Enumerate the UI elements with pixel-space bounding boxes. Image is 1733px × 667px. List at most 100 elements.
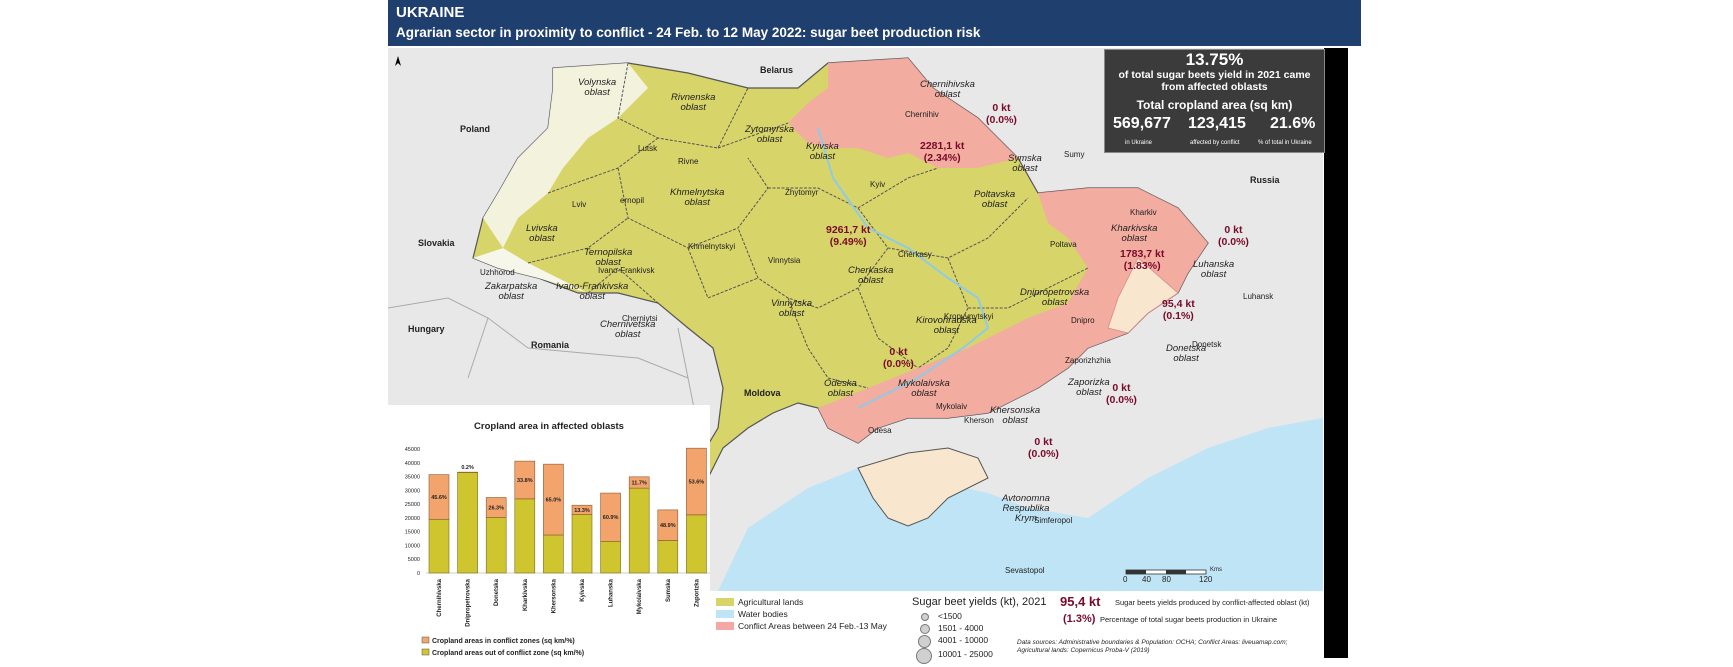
city-kropyvnytskyi: Kropyvnytskyi [944,312,994,321]
city-chernivtsi: Chernivtsi [622,314,658,323]
oblast-symska: Symska oblast [1008,153,1042,174]
map-subtitle: Agrarian sector in proximity to conflict… [396,25,981,40]
oblast-odeska: Odeska oblast [824,378,857,399]
city-ternopil: ernopil [620,196,645,205]
oblast-volynska: Volynska oblast [578,77,617,98]
city-kharkiv: Kharkiv [1130,208,1157,217]
oblast-dnipropetrovska: Dnipropetrovska oblast [1020,287,1090,308]
stats-share: 21.6% [1270,115,1316,132]
city-lviv: Lviv [572,200,587,209]
y-tick-label: 25000 [405,502,420,508]
yield-zaporizka: 0 kt (0.0%) [1106,382,1137,406]
stats-total: 569,677 [1113,115,1171,132]
legend-class-3: 4001 - 10000 [938,635,989,645]
bar-percent-label: 53.6% [689,480,705,486]
x-category-label: Donetska [494,578,500,606]
city-kyiv: Kyiv [870,180,886,189]
scale-80: 80 [1162,575,1171,584]
chart-title: Cropland area in affected oblasts [474,421,624,432]
yield-kyivska: 2281,1 kt (2.34%) [920,140,965,164]
bar-in-conflict [428,474,450,520]
oblast-khersonska: Khersonska oblast [990,405,1041,426]
city-lutsk: Lutsk [638,144,658,153]
oblast-khmelnytska: Khmelnytska oblast [670,187,725,208]
city-simferopol: Simferopol [1034,516,1073,525]
bar-in-conflict [485,497,507,518]
x-category-label: Khersonska [551,578,557,613]
bar-out-of-zone [485,517,507,574]
bar-in-conflict [543,463,564,536]
legend-example-pct-desc: Percentage of total sugar beets producti… [1100,615,1278,624]
x-category-label: Kyivska [580,578,586,601]
crimea [857,447,989,527]
bar-in-conflict [686,447,707,516]
title-bar: UKRAINE Agrarian sector in proximity to … [388,0,1361,46]
scale-0: 0 [1123,575,1128,584]
bar-out-of-zone [686,514,707,574]
legend-swatch-agri [716,598,734,606]
legend-circle-3 [918,635,931,648]
right-black-bar [1324,48,1348,658]
black-sea [718,418,1323,591]
map-title: UKRAINE [396,4,465,21]
x-category-label: Luhanska [609,578,615,607]
x-category-label: Sumska [666,578,672,602]
yield-kharkivska: 1783,7 kt (1.83%) [1120,248,1165,272]
neighbor-borders [388,297,699,429]
bar-in-conflict [600,492,621,542]
bar-out-of-zone [428,518,450,574]
bar-percent-label: 33.8% [517,478,533,484]
scale-120: 120 [1199,575,1213,584]
oblast-vinnytska: Vinnytska oblast [771,298,813,319]
legend-circle-4 [916,648,932,664]
x-category-label: Mykolaivska [637,578,643,614]
city-poltava: Poltava [1050,240,1077,249]
legend-swatch-in-conflict [421,636,430,644]
country-moldova: Moldova [744,388,781,398]
legend-class-1: <1500 [938,611,962,621]
city-kherson: Kherson [964,416,994,425]
y-tick-label: 35000 [405,475,420,481]
y-tick-label: 10000 [405,543,420,549]
stats-affected: 123,415 [1188,115,1246,132]
bar-out-of-zone [543,534,564,574]
dnipro-river [817,127,990,409]
oblast-chernihivska: Chernihivska oblast [920,79,975,100]
oblast-lvivska: Lvivska oblast [526,223,558,244]
yield-kirovohradska: 0 kt (0.0%) [883,346,914,370]
city-dnipro: Dnipro [1071,316,1095,325]
oblast-rivnenska: Rivnenska oblast [671,92,716,113]
cropland-chart-panel: Cropland area in affected oblasts 0 5000 10… [388,405,710,657]
oblast-donetska: Donetska oblast [1166,343,1207,364]
stats-percent-text-2: from affected oblasts [1161,81,1268,93]
bar-percent-label: 11.7% [632,480,647,486]
bar-out-of-zone [457,472,478,574]
city-odesa: Odesa [868,426,892,435]
city-rivne: Rivne [678,157,699,166]
x-category-label: Zaporizka [694,578,700,607]
legend-circle-1 [921,613,929,621]
oblast-kirovohradska: Kirovohradska oblast [916,315,977,336]
x-category-label: Kharkivska [523,578,529,611]
legend-water: Water bodies [738,609,788,619]
city-sevastopol: Sevastopol [1005,566,1045,575]
country-russia: Russia [1250,175,1280,185]
x-category-label: Chernihivska [437,578,443,616]
oblast-cherkaska: Cherkaska oblast [848,265,894,286]
north-arrow [395,56,401,66]
scale-unit: Kms [1210,567,1222,573]
oblast-mykolaivska: Mykolaivska oblast [898,378,950,399]
bar-percent-label: 45.6% [431,495,447,501]
oblast-zakarpatska: Zakarpatska oblast [485,281,538,302]
x-category-label: Dnipropetrovska [466,578,472,626]
legend-yields-title: Sugar beet yields (kt), 2021 [912,596,1047,608]
stats-share-label: % of total in Ukraine [1258,140,1312,146]
bar-percent-label: 65.0% [546,498,562,504]
legend-conflict: Conflict Areas between 24 Feb.-13 May [738,621,887,631]
bar-percent-label: 48.9% [660,523,676,529]
legend-swatch-conflict [716,622,734,630]
stats-percent: 13.75% [1185,50,1244,69]
city-luhansk: Luhansk [1243,292,1274,301]
oblast-borders [527,62,1089,389]
legend-circle-2 [920,624,930,634]
